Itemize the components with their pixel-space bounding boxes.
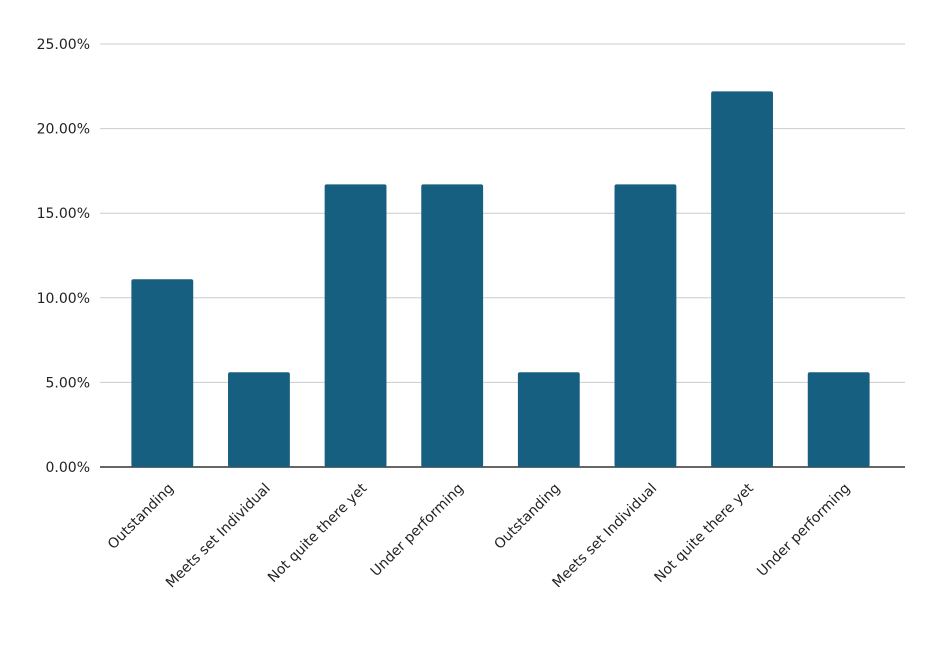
y-tick-label: 25.00% — [37, 37, 90, 53]
x-tick-label: Not quite there yet — [265, 480, 371, 586]
bar — [711, 91, 773, 467]
y-tick-label: 0.00% — [46, 460, 90, 476]
bar — [131, 279, 194, 467]
bar — [517, 372, 580, 467]
x-tick-label: Outstanding — [491, 481, 563, 553]
bar — [228, 372, 290, 467]
x-tick-label: Outstanding — [105, 481, 177, 553]
bar — [807, 372, 870, 467]
x-tick-label: Not quite there yet — [651, 480, 757, 586]
y-tick-label: 20.00% — [37, 122, 90, 138]
x-tick-label: Meets set Individual — [550, 481, 661, 592]
bar — [324, 184, 387, 467]
bar — [614, 184, 677, 467]
x-tick-label: Meets set Individual — [163, 481, 274, 592]
y-tick-label: 15.00% — [37, 206, 90, 222]
x-tick-label: Under performing — [368, 481, 467, 580]
bar — [421, 184, 484, 467]
x-tick-label: Under performing — [754, 481, 853, 580]
y-tick-label: 10.00% — [37, 291, 90, 307]
y-tick-label: 5.00% — [46, 375, 90, 391]
